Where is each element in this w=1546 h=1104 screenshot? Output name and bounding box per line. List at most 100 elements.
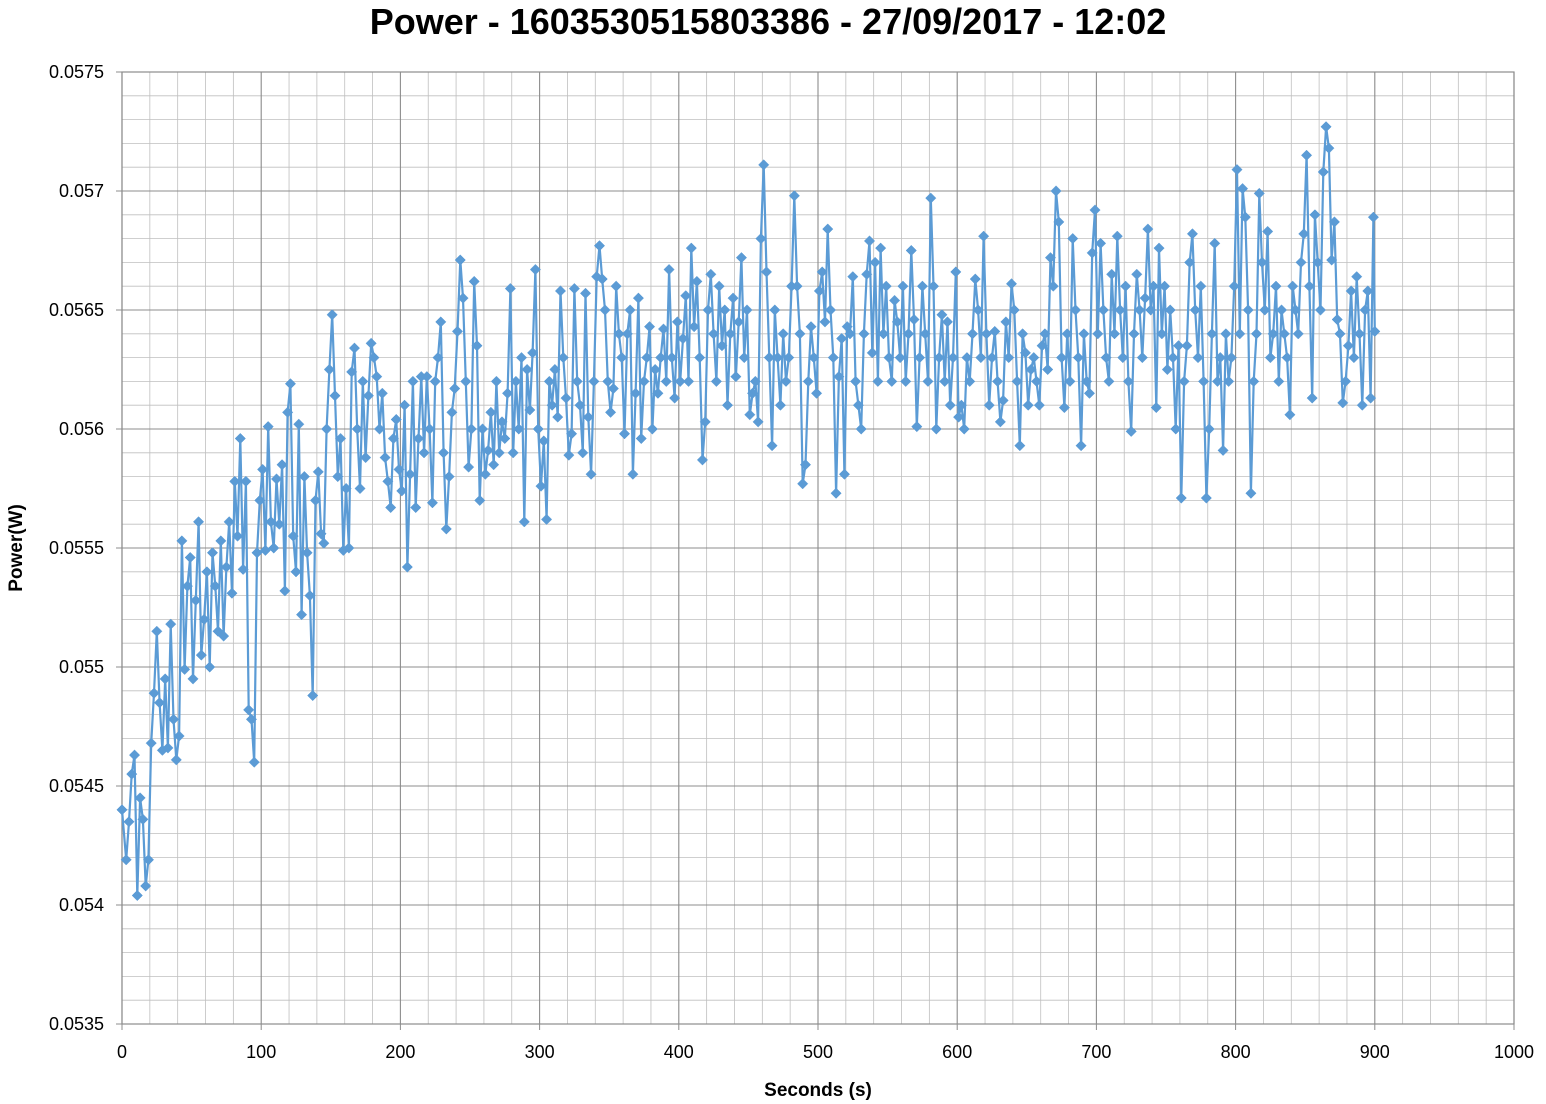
data-point xyxy=(1250,328,1263,340)
data-point xyxy=(858,328,870,340)
data-point xyxy=(554,285,567,297)
data-point xyxy=(638,375,650,387)
data-point xyxy=(321,423,333,435)
data-point xyxy=(1211,375,1224,387)
data-point xyxy=(641,352,653,364)
data-point xyxy=(844,328,856,340)
data-point xyxy=(908,313,920,326)
data-point xyxy=(877,328,889,340)
y-axis-label: Power(W) xyxy=(6,504,27,592)
data-point xyxy=(1111,230,1123,242)
data-point xyxy=(1209,237,1221,249)
data-point xyxy=(1345,285,1357,297)
data-point xyxy=(805,321,817,333)
data-point xyxy=(1053,216,1065,228)
data-point xyxy=(900,375,912,387)
data-point xyxy=(309,494,322,506)
x-tick-label: 400 xyxy=(664,1042,694,1062)
data-point xyxy=(385,501,397,514)
data-point xyxy=(460,375,472,387)
data-point xyxy=(822,223,834,235)
data-point xyxy=(257,463,269,476)
data-point xyxy=(1353,328,1366,340)
data-point xyxy=(474,494,486,506)
data-point xyxy=(914,352,926,364)
y-tick-label: 0.0535 xyxy=(49,1014,104,1034)
data-point xyxy=(958,423,970,435)
x-tick-label: 1000 xyxy=(1494,1042,1534,1062)
data-point xyxy=(699,416,711,428)
data-point xyxy=(936,309,948,321)
data-point xyxy=(1314,304,1327,316)
data-point xyxy=(702,304,714,316)
data-point xyxy=(279,585,291,597)
data-point xyxy=(296,609,308,621)
data-point xyxy=(365,337,377,349)
data-point xyxy=(1351,271,1363,283)
data-point xyxy=(950,266,962,278)
data-point xyxy=(1253,187,1265,199)
data-point xyxy=(1008,304,1020,316)
data-point xyxy=(287,530,299,542)
data-point xyxy=(925,192,937,204)
data-point xyxy=(978,230,990,242)
data-point xyxy=(145,737,157,749)
data-point xyxy=(1044,252,1057,264)
data-point xyxy=(218,630,230,642)
data-point xyxy=(836,333,848,345)
data-point xyxy=(738,352,750,364)
data-point xyxy=(894,352,906,364)
data-point xyxy=(1203,423,1215,435)
data-point xyxy=(348,342,361,354)
data-point xyxy=(1011,375,1023,387)
data-point xyxy=(861,268,873,280)
data-point xyxy=(593,240,606,252)
data-point xyxy=(1022,399,1034,411)
data-point xyxy=(190,594,202,606)
data-point xyxy=(507,447,519,459)
data-point xyxy=(1072,352,1084,364)
data-point xyxy=(769,304,781,316)
data-point xyxy=(1267,328,1279,340)
data-point xyxy=(513,423,525,435)
data-point xyxy=(1317,166,1329,178)
x-tick-label: 700 xyxy=(1081,1042,1111,1062)
data-point xyxy=(265,516,277,528)
data-point xyxy=(1078,328,1090,340)
data-point xyxy=(1003,352,1015,364)
data-point xyxy=(401,561,413,573)
data-point xyxy=(808,352,820,364)
data-point xyxy=(538,435,550,447)
data-point xyxy=(716,340,728,352)
data-point xyxy=(680,290,692,302)
data-point xyxy=(992,375,1004,387)
data-point xyxy=(116,804,128,816)
data-point xyxy=(669,392,681,404)
data-point xyxy=(1120,280,1132,292)
data-point xyxy=(360,452,372,464)
data-point xyxy=(1200,492,1212,504)
data-point xyxy=(298,471,310,483)
data-point xyxy=(1273,375,1285,387)
data-point xyxy=(577,447,589,459)
data-point xyxy=(1270,280,1282,292)
data-point xyxy=(657,323,670,335)
data-point xyxy=(1067,233,1079,245)
data-point xyxy=(120,854,132,866)
data-point xyxy=(1100,352,1112,364)
data-point xyxy=(1145,304,1157,316)
data-point xyxy=(334,432,347,445)
data-point xyxy=(811,387,823,399)
data-point xyxy=(1019,347,1031,359)
data-point xyxy=(758,159,770,171)
data-point xyxy=(691,275,703,287)
data-point xyxy=(997,394,1009,406)
data-point xyxy=(1095,237,1107,249)
data-point xyxy=(1206,328,1218,340)
data-point xyxy=(154,697,166,709)
data-point xyxy=(1139,292,1151,304)
data-point xyxy=(463,461,475,473)
data-point xyxy=(1025,363,1037,376)
data-point xyxy=(134,792,146,804)
